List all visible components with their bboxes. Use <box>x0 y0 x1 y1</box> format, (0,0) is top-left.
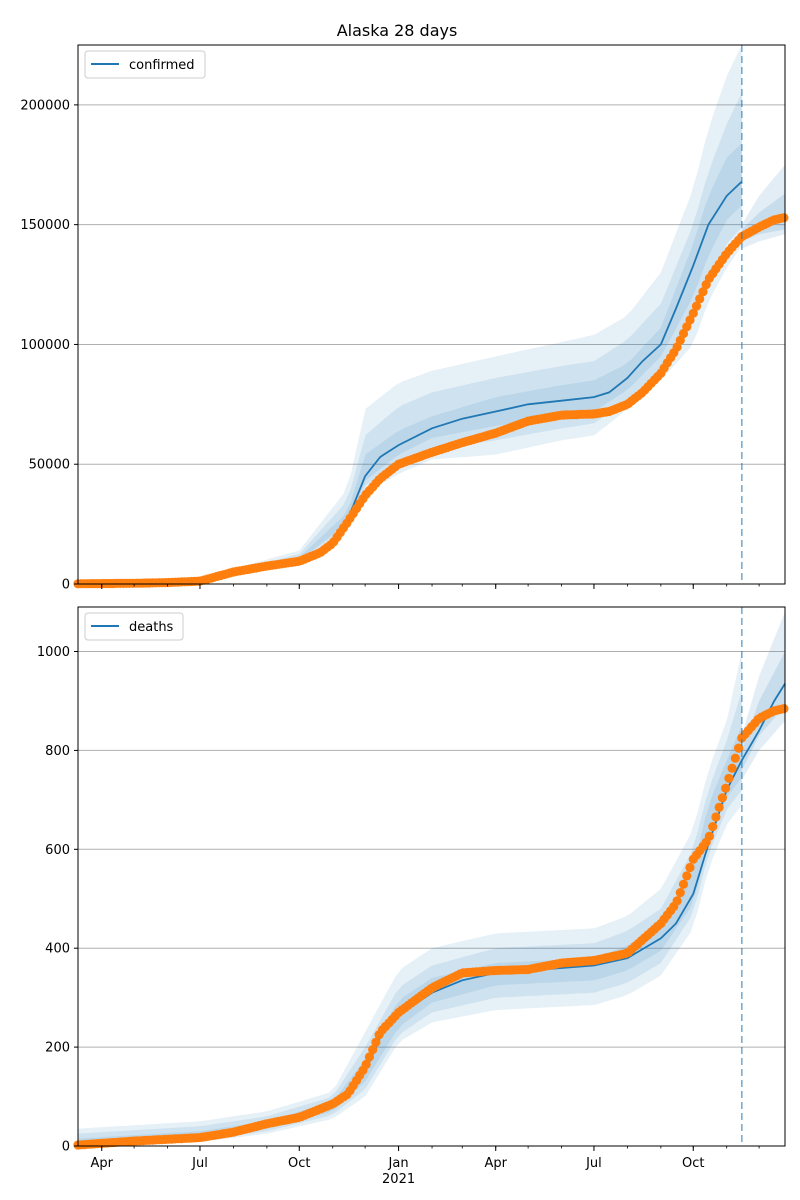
confirmed-y-tick-label: 150000 <box>20 218 70 233</box>
confirmed-panel: 0 50000 100000 150000 200000 confirmed <box>20 44 789 593</box>
deaths-observed-point <box>730 753 740 763</box>
deaths-observed-point <box>364 1052 374 1062</box>
deaths-y-tick-label: 200 <box>45 1041 70 1056</box>
deaths-series <box>73 607 789 1150</box>
confirmed-grid <box>78 104 785 465</box>
deaths-legend: deaths <box>84 612 184 641</box>
deaths-observed-point <box>734 743 744 753</box>
deaths-observed-point <box>704 831 715 841</box>
deaths-legend-label: deaths <box>129 620 174 635</box>
deaths-y-tick-label: 600 <box>45 843 70 858</box>
deaths-observed-point <box>361 1059 371 1069</box>
deaths-observed-point <box>682 871 692 881</box>
deaths-y-tick-label: 0 <box>62 1140 70 1155</box>
confirmed-axes: 0 50000 100000 150000 200000 <box>20 44 786 593</box>
deaths-observed-point <box>711 812 721 822</box>
confirmed-y-tick-label: 100000 <box>20 338 70 353</box>
deaths-legend-box <box>84 612 184 641</box>
deaths-observed-point <box>685 862 695 873</box>
deaths-x-tick-label: Oct <box>288 1156 310 1171</box>
deaths-x-tick-label: Apr <box>484 1156 507 1171</box>
deaths-observed-point <box>727 763 737 773</box>
confirmed-axes-frame <box>77 44 786 585</box>
deaths-axes-frame <box>77 606 786 1147</box>
deaths-observed-point <box>672 896 682 906</box>
confirmed-y-tick-label: 200000 <box>20 98 70 113</box>
deaths-x-tick-label: Jul <box>585 1156 602 1171</box>
deaths-observed-point <box>779 704 789 714</box>
deaths-axes: 0 200 400 600 800 1000 Apr Jul Oct Jan Apr Jul Oct 20… <box>37 606 786 1187</box>
confirmed-series <box>73 45 789 589</box>
deaths-plot-background <box>78 607 785 1146</box>
deaths-observed-point <box>714 802 724 813</box>
deaths-observed-point <box>368 1045 378 1055</box>
deaths-observed-point <box>678 879 689 889</box>
confirmed-observed-point <box>695 294 705 304</box>
confirmed-y-tick-label: 0 <box>62 578 70 593</box>
deaths-y-tick-label: 1000 <box>37 645 70 660</box>
confirmed-observed-point <box>691 301 702 311</box>
deaths-observed-point <box>721 783 731 793</box>
deaths-x-tick-label: Jan <box>388 1156 409 1171</box>
deaths-grid <box>78 651 785 1048</box>
deaths-y-tick-label: 800 <box>45 744 70 759</box>
confirmed-legend-label: confirmed <box>129 58 195 73</box>
deaths-y-tick-label: 400 <box>45 942 70 957</box>
confirmed-plot-background <box>78 45 785 584</box>
confirmed-y-tick-label: 50000 <box>29 458 70 473</box>
deaths-observed-point <box>371 1037 381 1047</box>
deaths-x-year-label: 2021 <box>382 1172 415 1187</box>
deaths-observed-point <box>724 773 734 783</box>
deaths-x-tick-label: Oct <box>682 1156 704 1171</box>
deaths-x-tick-label: Apr <box>90 1156 113 1171</box>
deaths-extension-band <box>741 611 785 781</box>
deaths-panel: 0 200 400 600 800 1000 Apr Jul Oct Jan Apr Jul Oct 20… <box>37 606 789 1187</box>
chart-title: Alaska 28 days <box>337 21 458 40</box>
confirmed-observed-point <box>698 287 708 297</box>
deaths-observed-point <box>675 888 685 898</box>
confirmed-observed-point <box>779 213 789 223</box>
confirmed-legend-box <box>84 50 206 79</box>
confirmed-observed-point <box>688 308 698 318</box>
deaths-observed-point <box>708 822 718 832</box>
deaths-observed-point <box>717 793 728 803</box>
deaths-x-tick-label: Jul <box>191 1156 208 1171</box>
confirmed-legend: confirmed <box>84 50 206 79</box>
